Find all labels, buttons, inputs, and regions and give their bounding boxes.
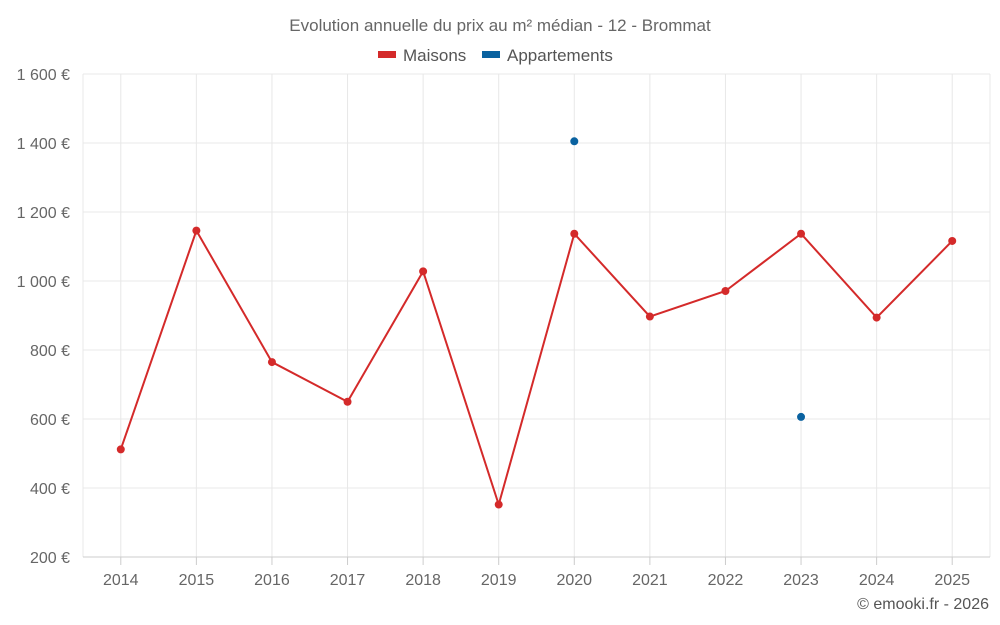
series-line-maisons (119, 228, 953, 509)
chart-title: Evolution annuelle du prix au m² médian … (289, 16, 711, 35)
x-tick-label: 2020 (556, 572, 592, 589)
series-maisons (116, 226, 957, 509)
x-tick-label: 2018 (405, 572, 441, 589)
y-tick-label: 1 600 € (17, 67, 70, 84)
y-tick-label: 1 400 € (17, 136, 70, 153)
legend: Maisons Appartements (378, 46, 613, 65)
data-point-maisons-2021[interactable] (645, 312, 654, 321)
grid (82, 73, 991, 557)
data-point-maisons-2018[interactable] (419, 267, 428, 276)
legend-item-maisons[interactable]: Maisons (378, 46, 466, 65)
x-tick-label: 2025 (934, 572, 970, 589)
x-tick-label: 2024 (859, 572, 895, 589)
data-point-maisons-2019[interactable] (494, 500, 503, 509)
x-tick-label: 2016 (254, 572, 290, 589)
legend-swatch-appartements (482, 51, 500, 58)
y-tick-label: 800 € (30, 343, 70, 360)
x-tick-label: 2023 (783, 572, 819, 589)
x-tick-label: 2017 (330, 572, 366, 589)
y-tick-label: 200 € (30, 550, 70, 567)
data-point-maisons-2025[interactable] (948, 236, 957, 245)
legend-item-appartements[interactable]: Appartements (482, 46, 613, 65)
x-tick-label: 2022 (708, 572, 744, 589)
y-tick-label: 600 € (30, 412, 70, 429)
data-point-maisons-2024[interactable] (872, 313, 881, 322)
data-point-maisons-2020[interactable] (570, 229, 579, 238)
data-point-maisons-2022[interactable] (721, 287, 730, 296)
data-point-appartements-2020[interactable] (570, 137, 579, 146)
data-point-maisons-2017[interactable] (343, 397, 352, 406)
x-axis: 2014 2015 2016 2017 2018 2019 2020 2021 2022 2023… (83, 556, 990, 589)
y-tick-label: 1 000 € (17, 274, 70, 291)
legend-swatch-maisons (378, 51, 396, 58)
data-point-maisons-2023[interactable] (797, 229, 806, 238)
credit-text: © emooki.fr - 2026 (857, 596, 989, 613)
x-tick-label: 2014 (103, 572, 139, 589)
data-point-maisons-2015[interactable] (192, 226, 201, 235)
series-appartements (570, 137, 806, 421)
x-tick-label: 2021 (632, 572, 668, 589)
data-point-appartements-2023[interactable] (797, 412, 806, 421)
legend-label-maisons: Maisons (403, 46, 466, 65)
legend-label-appartements: Appartements (507, 46, 613, 65)
y-axis: 200 € 400 € 600 € 800 € 1 000 € 1 200 € 1 400 … (17, 67, 70, 567)
series (116, 137, 957, 509)
y-tick-label: 400 € (30, 481, 70, 498)
y-tick-label: 1 200 € (17, 205, 70, 222)
data-point-maisons-2014[interactable] (116, 445, 125, 454)
x-tick-label: 2019 (481, 572, 517, 589)
data-point-maisons-2016[interactable] (267, 358, 276, 367)
x-tick-label: 2015 (179, 572, 215, 589)
